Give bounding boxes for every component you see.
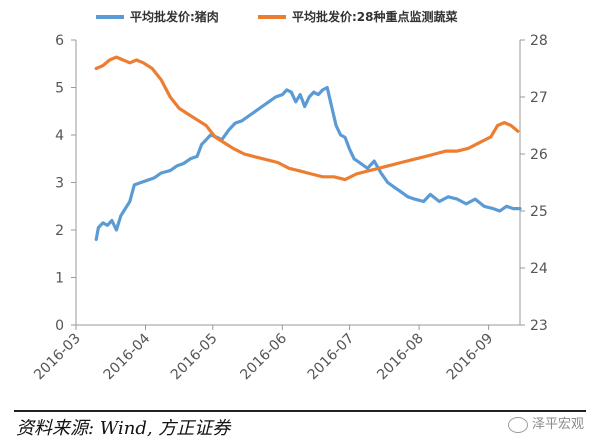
y-left-tick-label: 6 bbox=[55, 33, 64, 49]
series-line-vegetables bbox=[94, 55, 520, 182]
watermark-text: 泽平宏观 bbox=[531, 417, 584, 432]
x-tick-label: 2016-09 bbox=[444, 331, 497, 384]
y-left-tick-label: 0 bbox=[55, 318, 64, 334]
y-right-tick-label: 24 bbox=[530, 261, 548, 277]
legend-label-pork: 平均批发价:猪肉 bbox=[130, 9, 219, 24]
y-left-tick-label: 2 bbox=[55, 223, 64, 239]
y-left-tick-label: 5 bbox=[55, 81, 64, 97]
x-tick-label: 2016-08 bbox=[374, 331, 427, 384]
x-tick-label: 2016-07 bbox=[305, 331, 358, 384]
y-left-tick-label: 4 bbox=[55, 128, 64, 144]
y-left-tick-label: 1 bbox=[55, 271, 64, 287]
x-tick-label: 2016-06 bbox=[237, 330, 290, 383]
x-tick-label: 2016-03 bbox=[31, 331, 84, 384]
y-right-tick-label: 26 bbox=[530, 147, 548, 163]
y-right-tick-label: 27 bbox=[530, 90, 548, 106]
legend-label-vegetables: 平均批发价:28种重点监测蔬菜 bbox=[292, 9, 458, 24]
x-tick-label: 2016-04 bbox=[101, 330, 154, 383]
series-layer bbox=[94, 55, 522, 242]
y-left-tick-label: 3 bbox=[55, 176, 64, 192]
series-line-pork bbox=[94, 85, 522, 242]
watermark: 泽平宏观 bbox=[507, 413, 584, 433]
x-tick-label: 2016-05 bbox=[168, 331, 221, 384]
dual-axis-line-chart: 平均批发价:猪肉 平均批发价:28种重点监测蔬菜 012345623242526… bbox=[31, 9, 548, 383]
wechat-icon bbox=[507, 416, 528, 433]
source-note: 资料来源: Wind, 方正证券 bbox=[16, 418, 231, 439]
y-right-tick-label: 25 bbox=[530, 204, 548, 220]
y-right-tick-label: 23 bbox=[530, 318, 548, 334]
legend: 平均批发价:猪肉 平均批发价:28种重点监测蔬菜 bbox=[96, 9, 458, 24]
y-right-tick-label: 28 bbox=[530, 33, 548, 49]
footer-divider bbox=[14, 410, 586, 412]
